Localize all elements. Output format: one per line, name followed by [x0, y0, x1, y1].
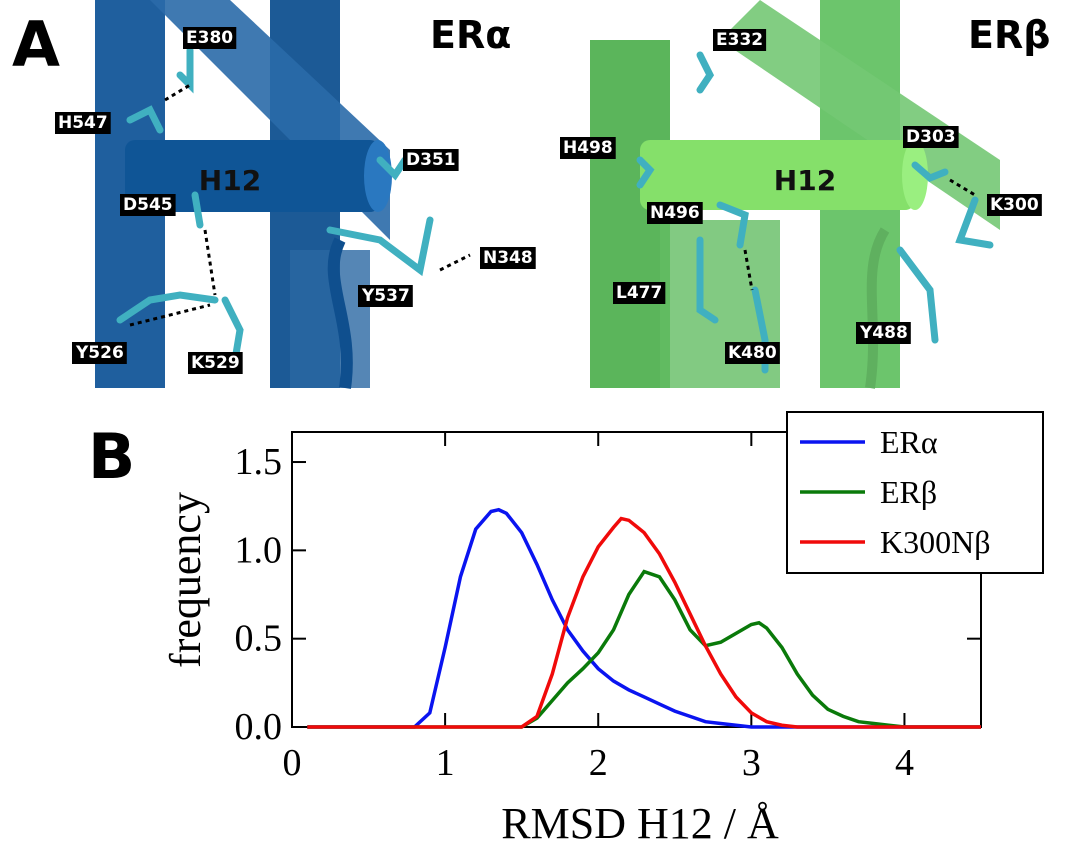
residue-label: Y526 — [75, 343, 124, 363]
x-tick-label: 3 — [742, 742, 761, 784]
residue-label: Y537 — [361, 286, 410, 306]
y-tick-label: 0.5 — [235, 618, 283, 660]
y-axis-label: frequency — [161, 492, 210, 668]
residue-label: K300 — [990, 195, 1039, 215]
x-tick-label: 0 — [283, 742, 302, 784]
label-box — [55, 112, 111, 134]
residue-label: Y488 — [859, 323, 908, 343]
residue-labels: E380 H547 D351 D545 N348 Y537 Y526 K529 … — [55, 27, 1042, 374]
label-box — [188, 352, 243, 374]
label-box — [713, 29, 767, 51]
data-line — [307, 569, 981, 729]
residue-label: D351 — [406, 150, 456, 170]
structure-alpha — [15, 0, 471, 389]
residue-label: N496 — [650, 203, 700, 223]
label-box — [72, 342, 127, 364]
label-box — [903, 126, 959, 148]
label-box — [856, 322, 911, 344]
legend-label: K300Nβ — [880, 524, 991, 560]
label-box — [403, 149, 459, 171]
residue-label: H547 — [58, 113, 108, 133]
label-box — [183, 27, 237, 49]
y-tick-label: 1.0 — [235, 529, 283, 571]
residue-label: K529 — [191, 353, 240, 373]
y-tick-label: 0.0 — [235, 706, 283, 748]
x-tick-label: 4 — [895, 742, 914, 784]
y-tick-label: 1.5 — [235, 441, 283, 483]
label-box — [725, 342, 780, 364]
legend-label: ERβ — [880, 474, 937, 510]
panel-label: A — [12, 8, 60, 81]
legend-label: ERα — [880, 424, 938, 460]
label-box — [613, 282, 666, 304]
residue-label: D545 — [123, 195, 173, 215]
x-axis-label: RMSD H12 / Å — [501, 799, 779, 848]
residue-label: E332 — [716, 30, 763, 50]
structure-title: ERβ — [968, 13, 1050, 57]
x-tick-label: 2 — [589, 742, 608, 784]
panel-label: B — [88, 420, 135, 493]
label-box — [358, 285, 413, 307]
label-box — [647, 202, 703, 224]
label-box — [987, 194, 1042, 216]
residue-label: E380 — [186, 28, 233, 48]
residue-label: K480 — [728, 343, 777, 363]
data-line — [307, 516, 981, 729]
data-line — [307, 507, 981, 729]
structure-title: ERα — [430, 13, 511, 57]
helix-label: H12 — [774, 164, 836, 197]
plot-frame — [291, 431, 982, 728]
helix-label: H12 — [199, 164, 261, 197]
residue-label: N348 — [483, 248, 533, 268]
label-box — [480, 247, 536, 269]
x-tick-label: 1 — [436, 742, 455, 784]
residue-label: H498 — [563, 138, 613, 158]
residue-label: L477 — [616, 283, 662, 303]
label-box — [120, 194, 176, 216]
label-box — [560, 137, 616, 159]
residue-label: D303 — [906, 127, 956, 147]
